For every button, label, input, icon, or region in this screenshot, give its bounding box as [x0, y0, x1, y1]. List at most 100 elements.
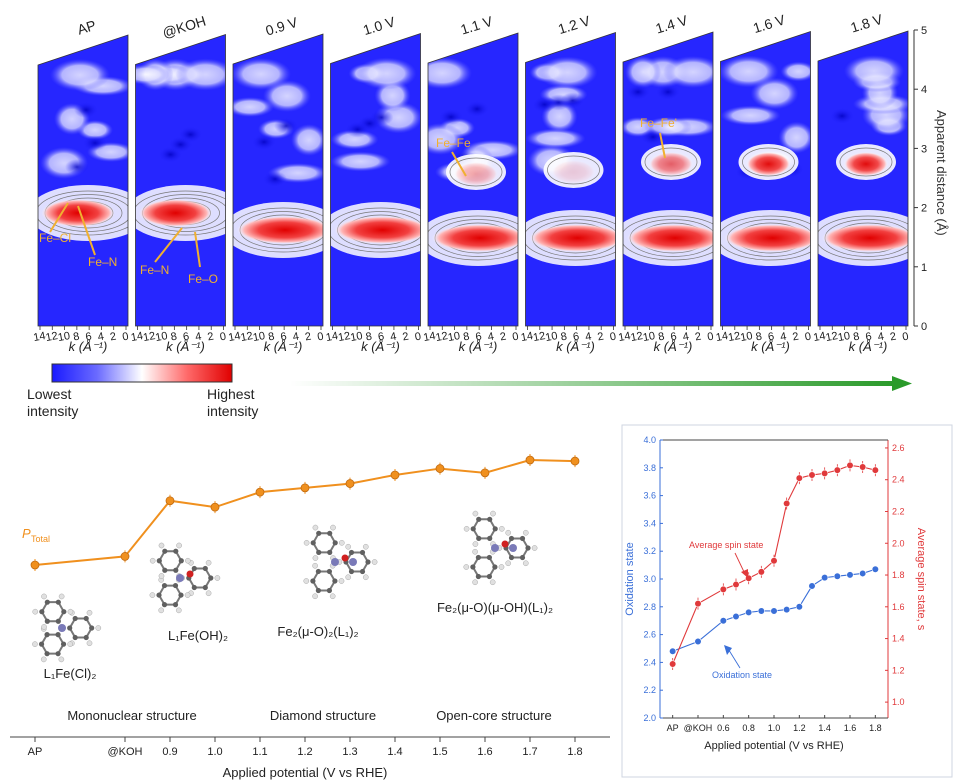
molecule-hydrogen: [363, 575, 368, 580]
molecule-hydrogen: [87, 641, 92, 646]
molecule-atom: [61, 609, 66, 614]
series-point-0: [834, 573, 841, 580]
molecule-atom: [203, 585, 208, 590]
molecule-hydrogen: [313, 525, 318, 530]
structure-group-label: Mononuclear structure: [67, 708, 196, 723]
molecule-atom: [487, 574, 492, 579]
k-axis-label: k (Å⁻¹): [654, 339, 693, 354]
molecule-hydrogen: [363, 544, 368, 549]
molecule-hydrogen: [185, 592, 190, 597]
left-tick-label: 2.0: [643, 713, 656, 723]
panel-dark-blotch: [263, 171, 287, 187]
molecule-oxygen: [502, 541, 509, 548]
wavelet-panel-3: 141210 8 6 4 2 0k (Å⁻¹)1.0 V: [321, 13, 441, 354]
molecule-atom: [162, 602, 167, 607]
molecule-atom: [162, 583, 167, 588]
series-point-1: [669, 661, 676, 668]
spin-annotation: Average spin state: [689, 540, 763, 550]
molecule-atom: [192, 566, 197, 571]
molecule-atom: [73, 616, 78, 621]
molecule-atom: [162, 568, 167, 573]
k-tick-label: 2: [304, 331, 312, 344]
molecule-hydrogen: [472, 549, 477, 554]
panel-label: 1.0 V: [361, 13, 398, 38]
ptotal-point: [166, 497, 174, 505]
series-point-1: [771, 557, 778, 564]
series-point-1: [783, 500, 790, 507]
colorbar-low-label-1: Lowest: [27, 386, 71, 402]
molecule-label: L₁Fe(Cl)₂: [44, 666, 97, 681]
main-peak: [530, 224, 626, 252]
molecule-hydrogen: [304, 540, 309, 545]
k-axis-label: k (Å⁻¹): [264, 339, 303, 354]
molecule-atom: [156, 592, 161, 597]
panel-blotch: [357, 58, 417, 90]
molecule-atom: [84, 616, 89, 621]
molecule-hydrogen: [532, 545, 537, 550]
k-tick-label: 0: [901, 331, 909, 344]
structure-group-label: Diamond structure: [270, 708, 376, 723]
molecule-atom: [173, 602, 178, 607]
molecule-hydrogen: [87, 610, 92, 615]
panel-dark-blotch: [274, 118, 298, 134]
ptotal-point: [481, 469, 489, 477]
molecule-atom: [471, 526, 476, 531]
molecule-atom: [349, 550, 354, 555]
ptotal-x-axis-label: Applied potential (V vs RHE): [223, 765, 388, 780]
panel-blotch: [719, 56, 779, 88]
ptotal-chart: P Total L₁Fe(Cl)₂ L₁Fe(OH)₂ Fe₂(μ-O)₂(L₁)₂ Fe…: [10, 454, 610, 780]
molecule-hydrogen: [473, 511, 478, 516]
molecule-oxygen: [342, 555, 349, 562]
molecule-atom: [316, 550, 321, 555]
panel-dark-blotch: [65, 159, 89, 175]
second-peak: [649, 152, 693, 176]
k-tick-label: 0: [804, 331, 812, 344]
ptotal-point: [31, 561, 39, 569]
molecule-atom: [476, 555, 481, 560]
molecule-atom: [360, 550, 365, 555]
k-axis-label: k (Å⁻¹): [166, 339, 205, 354]
molecule-atom: [509, 555, 514, 560]
series-point-0: [771, 608, 778, 615]
molecule-atom: [44, 651, 49, 656]
molecule-hydrogen: [215, 575, 220, 580]
right-tick-label: 2.0: [892, 538, 905, 548]
r-tick-label: 3: [921, 143, 927, 155]
molecule-iron-2: [509, 544, 517, 552]
molecule-atom: [316, 569, 321, 574]
right-tick-label: 2.6: [892, 443, 905, 453]
ptotal-x-tick-label: 1.3: [342, 746, 357, 758]
k-tick-label: 2: [792, 331, 800, 344]
panel-dark-blotch: [252, 134, 276, 150]
second-peak: [552, 160, 596, 184]
wavelet-panel-7: 141210 8 6 4 2 0k (Å⁻¹)1.6 V: [711, 11, 831, 354]
left-tick-label: 2.6: [643, 630, 656, 640]
progression-arrow-shaft: [290, 381, 895, 386]
panel-label: @KOH: [160, 13, 207, 41]
molecule-hydrogen: [490, 580, 495, 585]
series-point-0: [783, 606, 790, 613]
series-point-1: [758, 569, 765, 576]
wavelet-panel-6: 141210 8 6 4 2 0k (Å⁻¹)1.4 VFe–Fe': [613, 12, 733, 354]
molecule-ring: [473, 557, 495, 576]
colorbar-high-label-1: Highest: [207, 386, 255, 402]
molecule-atom: [487, 517, 492, 522]
k-tick-label: 0: [414, 331, 422, 344]
molecule-hydrogen: [68, 609, 73, 614]
molecule-structure-3: [464, 511, 538, 585]
molecule-hydrogen: [499, 564, 504, 569]
molecule-atom: [476, 536, 481, 541]
left-tick-label: 3.6: [643, 491, 656, 501]
x-tick-label: AP: [667, 723, 679, 733]
panel-blotch: [538, 57, 598, 89]
ptotal-x-tick-label: 1.8: [567, 746, 582, 758]
oxidation-spin-chart: 2.02.22.42.62.83.03.23.43.63.84.01.01.21…: [622, 425, 952, 777]
x-tick-label: 1.0: [768, 723, 781, 733]
molecule-hydrogen: [176, 543, 181, 548]
molecule-atom: [487, 536, 492, 541]
molecule-atom: [520, 536, 525, 541]
oxidation-annotation: Oxidation state: [712, 670, 772, 680]
panel-dark-blotch: [626, 84, 650, 100]
molecule-iron: [331, 558, 339, 566]
k-tick-label: 0: [219, 331, 227, 344]
